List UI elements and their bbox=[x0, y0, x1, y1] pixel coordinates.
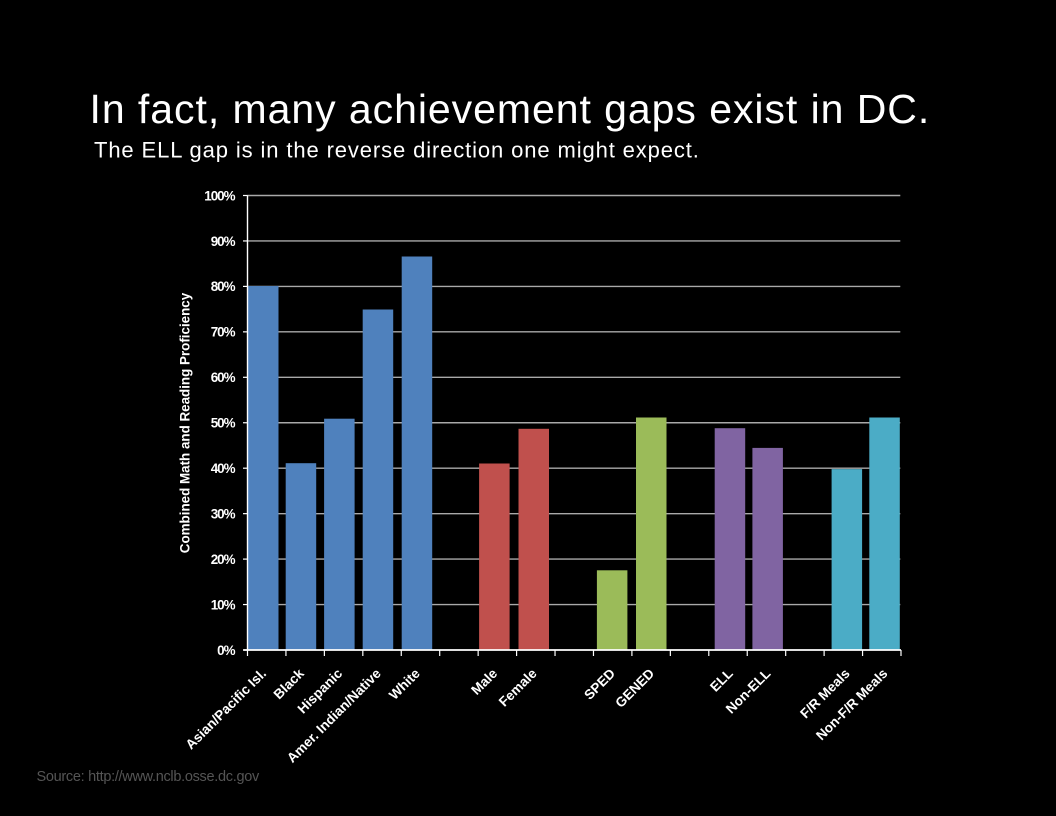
svg-text:30%: 30% bbox=[211, 506, 236, 521]
svg-text:90%: 90% bbox=[211, 234, 236, 249]
svg-text:40%: 40% bbox=[211, 461, 236, 476]
svg-text:20%: 20% bbox=[211, 552, 236, 567]
svg-text:70%: 70% bbox=[211, 325, 236, 340]
svg-text:10%: 10% bbox=[211, 597, 236, 612]
svg-text:50%: 50% bbox=[211, 416, 236, 431]
svg-text:The ELL gap is in the reverse: The ELL gap is in the reverse direction … bbox=[94, 138, 700, 163]
svg-text:0%: 0% bbox=[217, 643, 235, 658]
svg-text:100%: 100% bbox=[204, 188, 235, 203]
svg-text:Combined Math and Reading Prof: Combined Math and Reading Proficiency bbox=[178, 292, 193, 553]
svg-text:Source: http://www.nclb.osse.d: Source: http://www.nclb.osse.dc.gov bbox=[37, 769, 260, 785]
svg-text:80%: 80% bbox=[211, 279, 236, 294]
svg-text:In fact, many achievement gaps: In fact, many achievement gaps exist in … bbox=[90, 86, 931, 132]
svg-text:60%: 60% bbox=[211, 370, 236, 385]
